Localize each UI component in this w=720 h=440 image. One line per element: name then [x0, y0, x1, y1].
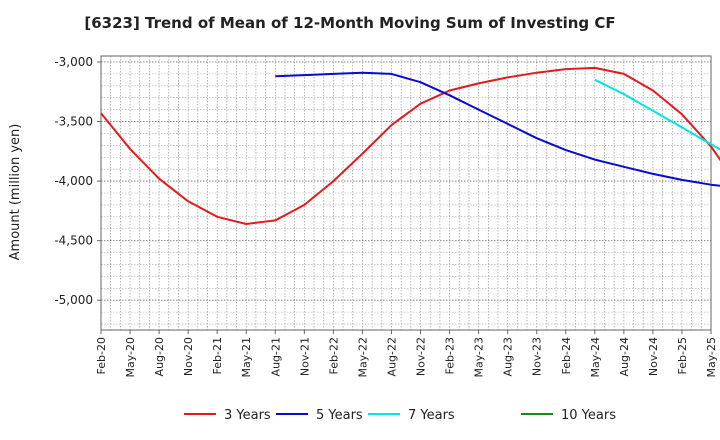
x-axis: Feb-20 May-20 Aug-20 Nov-20 Feb-21 May-21 Aug-… — [95, 330, 718, 378]
x-tick-label: Feb-20 — [95, 337, 108, 374]
x-tick-label: Nov-23 — [531, 337, 544, 376]
x-tick-label: Aug-20 — [153, 337, 166, 376]
legend-label-10-years: 10 Years — [561, 408, 616, 423]
x-tick-label: Aug-22 — [385, 337, 398, 376]
x-tick-label: Nov-24 — [647, 337, 660, 376]
series-line-3-years — [100, 66, 720, 225]
series-group — [100, 66, 720, 225]
y-tick-label: -3,000 — [54, 55, 93, 69]
x-tick-label: Feb-25 — [676, 337, 689, 374]
x-tick-label: May-25 — [705, 337, 718, 378]
y-axis: -3,000 -3,500 -4,000 -4,500 -5,000 — [54, 55, 101, 307]
legend-label-5-years: 5 Years — [316, 408, 363, 423]
x-tick-label: May-23 — [473, 337, 486, 378]
series-line-5-years — [275, 71, 720, 187]
x-tick-label: Nov-20 — [182, 337, 195, 376]
series-line-7-years — [594, 78, 720, 151]
y-tick-label: -4,500 — [54, 234, 93, 248]
x-tick-label: Aug-23 — [502, 337, 515, 376]
y-tick-label: -4,000 — [54, 174, 93, 188]
x-tick-label: Nov-22 — [415, 337, 428, 376]
legend: 3 Years 5 Years 7 Years 10 Years — [184, 408, 616, 423]
y-tick-label: -5,000 — [54, 293, 93, 307]
x-tick-label: Aug-21 — [269, 337, 282, 376]
x-tick-label: Aug-24 — [618, 337, 631, 376]
x-tick-label: Nov-21 — [298, 337, 311, 376]
y-axis-label: Amount (million yen) — [8, 124, 23, 261]
x-tick-label: Feb-24 — [560, 337, 573, 374]
legend-label-3-years: 3 Years — [224, 408, 271, 423]
y-tick-label: -3,500 — [54, 115, 93, 129]
legend-label-7-years: 7 Years — [408, 408, 455, 423]
chart-title: [6323] Trend of Mean of 12-Month Moving … — [84, 14, 615, 32]
x-tick-label: May-20 — [124, 337, 137, 378]
x-tick-label: Feb-22 — [327, 337, 340, 374]
x-tick-label: Feb-21 — [211, 337, 224, 374]
x-tick-label: May-24 — [589, 337, 602, 378]
x-tick-label: Feb-23 — [444, 337, 457, 374]
x-tick-label: May-22 — [356, 337, 369, 378]
plot-frame — [100, 55, 712, 331]
grid — [101, 56, 711, 330]
x-tick-label: May-21 — [240, 337, 253, 378]
